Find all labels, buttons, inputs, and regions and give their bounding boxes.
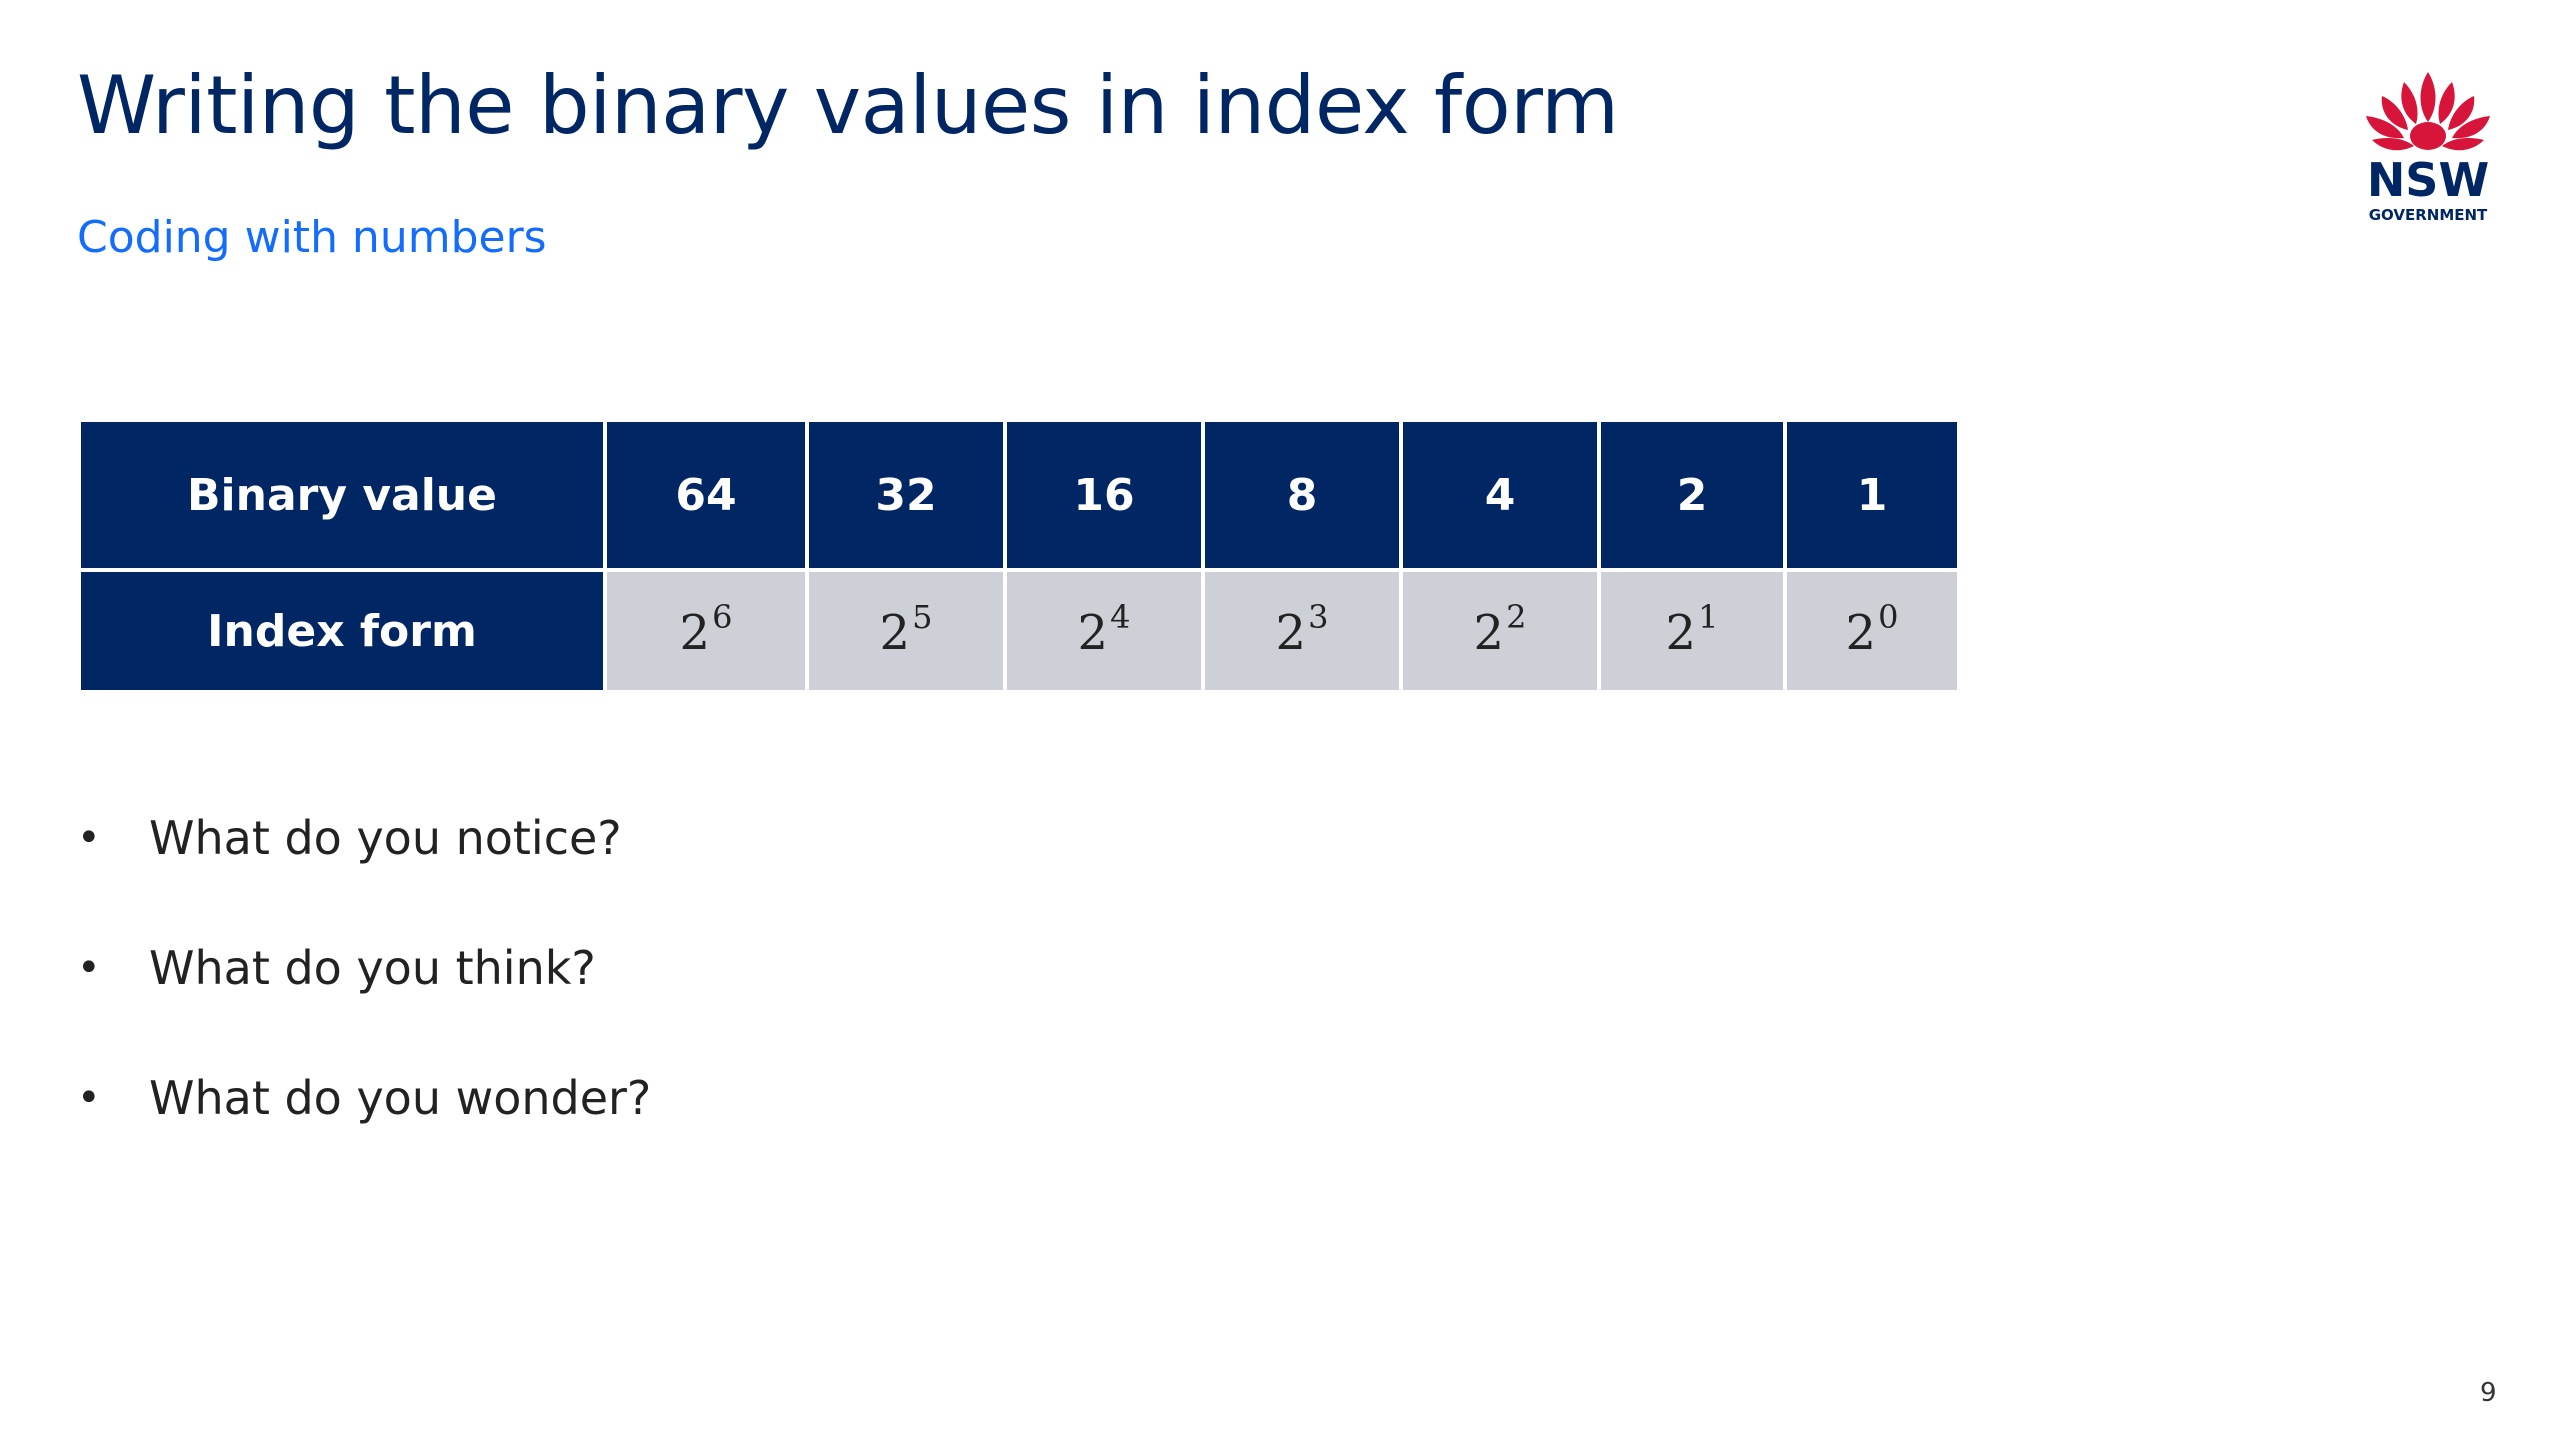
binary-value-cell: 2: [1597, 418, 1787, 572]
index-form-cell: 21: [1597, 568, 1787, 694]
waratah-icon: NSW GOVERNMENT: [2366, 72, 2490, 224]
prompt-item: • What do you think?: [77, 930, 651, 1060]
binary-value-cell: 64: [603, 418, 809, 572]
slide-title: Writing the binary values in index form: [77, 59, 1619, 152]
bullet-icon: •: [77, 945, 101, 991]
index-form-cell: 25: [805, 568, 1007, 694]
bullet-icon: •: [77, 815, 101, 861]
logo-wordmark: NSW: [2367, 153, 2489, 207]
discussion-prompts: • What do you notice? • What do you think?…: [77, 800, 651, 1190]
index-form-cell: 24: [1003, 568, 1205, 694]
index-form-header: Index form: [77, 568, 607, 694]
index-exponent: 5: [912, 597, 933, 636]
index-exponent: 4: [1110, 597, 1131, 636]
binary-value-header: Binary value: [77, 418, 607, 572]
index-base: 2: [1473, 604, 1505, 661]
binary-value-cell: 1: [1783, 418, 1961, 572]
page-number: 9: [2480, 1378, 2497, 1408]
index-exponent: 6: [712, 597, 733, 636]
index-base: 2: [879, 604, 911, 661]
index-exponent: 2: [1506, 597, 1527, 636]
index-form-cell: 23: [1201, 568, 1403, 694]
binary-value-cell: 32: [805, 418, 1007, 572]
binary-value-cell: 16: [1003, 418, 1205, 572]
index-exponent: 1: [1698, 597, 1719, 636]
prompt-text: What do you notice?: [149, 811, 622, 865]
prompt-text: What do you think?: [149, 941, 596, 995]
binary-value-cell: 8: [1201, 418, 1403, 572]
index-form-cell: 22: [1399, 568, 1601, 694]
index-exponent: 0: [1878, 597, 1899, 636]
index-base: 2: [679, 604, 711, 661]
prompt-item: • What do you notice?: [77, 800, 651, 930]
binary-value-row: Binary value 64 32 16 8 4 2 1: [77, 418, 1961, 572]
index-form-row: Index form 26 25 24 23 22 21 20: [77, 568, 1961, 694]
slide-subtitle: Coding with numbers: [77, 212, 547, 263]
index-form-cell: 26: [603, 568, 809, 694]
index-base: 2: [1665, 604, 1697, 661]
prompt-text: What do you wonder?: [149, 1071, 652, 1125]
bullet-icon: •: [77, 1075, 101, 1121]
index-base: 2: [1845, 604, 1877, 661]
index-exponent: 3: [1308, 597, 1329, 636]
binary-value-cell: 4: [1399, 418, 1601, 572]
prompt-item: • What do you wonder?: [77, 1060, 651, 1190]
logo-subtext: GOVERNMENT: [2369, 206, 2488, 224]
index-base: 2: [1275, 604, 1307, 661]
index-form-cell: 20: [1783, 568, 1961, 694]
index-base: 2: [1077, 604, 1109, 661]
nsw-government-logo: NSW GOVERNMENT: [2352, 70, 2504, 230]
binary-index-table: Binary value 64 32 16 8 4 2 1 Index form…: [77, 418, 1961, 694]
